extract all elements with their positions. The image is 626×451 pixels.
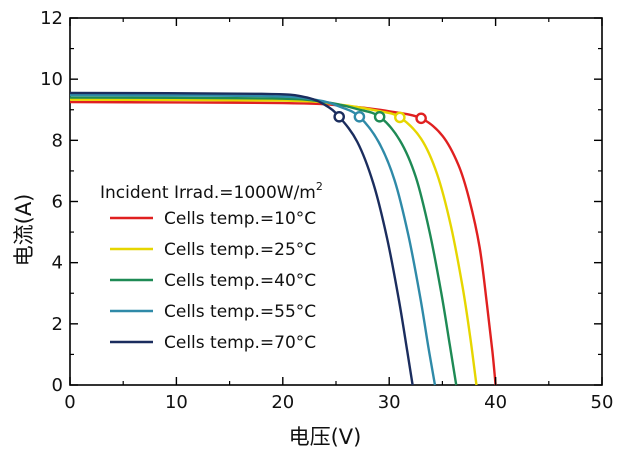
iv-curve-series-5 [69, 91, 414, 386]
x-tick-label: 40 [484, 392, 507, 413]
axis-ticks: 0 10 20 30 40 50 0 2 4 6 8 10 12 [40, 8, 613, 413]
legend-title-text: Incident Irrad.=1000W/m [100, 183, 316, 203]
legend: Incident Irrad.=1000W/m2 Cells temp.=10°… [100, 180, 323, 353]
x-tick-label: 20 [271, 392, 294, 413]
y-axis-title: 电流(A) [12, 194, 36, 267]
x-tick-label: 0 [64, 392, 75, 413]
y-tick-label: 2 [52, 314, 63, 335]
legend-label-series-3: Cells temp.=40°C [164, 271, 316, 291]
y-tick-label: 10 [40, 69, 63, 90]
y-tick-label: 8 [52, 130, 63, 151]
y-tick-label: 6 [52, 192, 63, 213]
y-tick-label: 12 [40, 8, 63, 29]
y-tick-label: 4 [52, 253, 63, 274]
y-tick-label: 0 [52, 375, 63, 396]
legend-label-series-4: Cells temp.=55°C [164, 302, 316, 322]
x-tick-label: 10 [165, 392, 188, 413]
x-tick-label: 30 [378, 392, 401, 413]
x-tick-label: 50 [591, 392, 614, 413]
legend-label-series-5: Cells temp.=70°C [164, 333, 316, 353]
legend-title: Incident Irrad.=1000W/m2 [100, 180, 323, 203]
iv-curve-series-2 [69, 98, 478, 386]
legend-label-series-2: Cells temp.=25°C [164, 240, 316, 260]
legend-title-superscript: 2 [316, 180, 323, 193]
iv-curve-series-1 [69, 100, 497, 386]
iv-curve-series-4 [69, 93, 437, 386]
mpp-marker-series-1 [415, 112, 427, 125]
legend-label-series-1: Cells temp.=10°C [164, 209, 316, 229]
mpp-marker-series-4 [353, 110, 366, 123]
iv-curve-series-3 [69, 96, 458, 386]
mpp-marker-series-3 [373, 110, 386, 123]
mpp-marker-series-2 [394, 111, 406, 124]
curves [69, 91, 497, 386]
x-axis-title: 电压(V) [289, 425, 362, 449]
mpp-marker-series-5 [333, 110, 345, 123]
